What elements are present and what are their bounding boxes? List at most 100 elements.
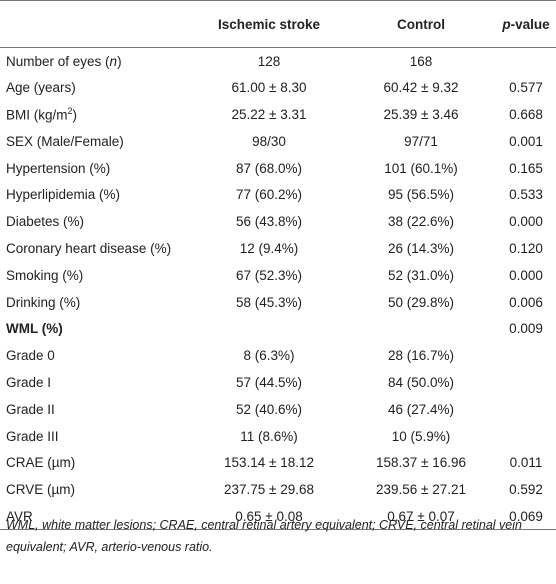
cell-text: 52 (40.6%) — [235, 401, 303, 417]
cell-text: Grade 0 — [6, 348, 55, 364]
table-cell: 0.533 — [496, 181, 556, 208]
cell-text: 0.000 — [509, 214, 543, 230]
cell-text: Hypertension (%) — [6, 160, 111, 176]
cell-text: 12 (9.4%) — [239, 240, 299, 256]
text-part: ) — [117, 53, 122, 69]
cell-text: 11 (8.6%) — [240, 428, 298, 444]
header-row: Ischemic stroke Control p-value — [0, 0, 556, 48]
table-cell: 57 (44.5%) — [192, 369, 346, 396]
row-label: Grade 0 — [0, 342, 192, 369]
text-part: n — [109, 53, 118, 69]
cell-text: 0.069 — [509, 508, 543, 524]
cell-text: 46 (27.4%) — [387, 401, 455, 417]
table-cell: 50 (29.8%) — [346, 289, 496, 316]
table-cell: 60.42 ± 9.32 — [346, 74, 496, 101]
table-cell: 0.668 — [496, 101, 556, 128]
cell-text: 52 (31.0%) — [387, 267, 455, 283]
table-cell: 128 — [192, 48, 346, 75]
table-cell: 0.120 — [496, 235, 556, 262]
table-cell: 168 — [346, 48, 496, 75]
cell-text: 57 (44.5%) — [235, 374, 303, 390]
table-cell: 101 (60.1%) — [346, 155, 496, 182]
row-label: Smoking (%) — [0, 262, 192, 289]
cell-text: CRAE (µm) — [6, 455, 76, 471]
row-label: Grade I — [0, 369, 192, 396]
table-cell: 0.65 ± 0.08 — [192, 503, 346, 530]
table-cell: 0.165 — [496, 155, 556, 182]
table-cell: 58 (45.3%) — [192, 289, 346, 316]
cell-text: 168 — [409, 53, 433, 69]
row-label: Drinking (%) — [0, 289, 192, 316]
table-row: CRAE (µm) 153.14 ± 18.12 158.37 ± 16.96 0.0… — [0, 449, 556, 476]
row-label: AVR — [0, 503, 192, 530]
table-row: Grade 0 8 (6.3%) 28 (16.7%) — [0, 342, 556, 369]
text-part: ) — [72, 107, 78, 123]
cell-text: Grade II — [6, 401, 55, 417]
row-label: CRAE (µm) — [0, 449, 192, 476]
table-cell — [192, 315, 346, 342]
cell-text: 158.37 ± 16.96 — [376, 455, 466, 471]
cell-text: 0.67 ± 0.07 — [387, 508, 455, 524]
cell-text: Smoking (%) — [6, 267, 84, 283]
table-cell: 61.00 ± 8.30 — [192, 74, 346, 101]
cell-text: 0.120 — [509, 240, 543, 256]
table-cell: 0.67 ± 0.07 — [346, 503, 496, 530]
table-cell: 239.56 ± 27.21 — [346, 476, 496, 503]
header-cell: Ischemic stroke — [192, 1, 346, 48]
cell-text: 77 (60.2%) — [235, 187, 303, 203]
table-cell: 8 (6.3%) — [192, 342, 346, 369]
text-part: p — [502, 16, 511, 32]
cell-text: 26 (14.3%) — [387, 240, 455, 256]
table-cell: 0.009 — [496, 315, 556, 342]
table-cell: 158.37 ± 16.96 — [346, 449, 496, 476]
table-cell: 0.577 — [496, 74, 556, 101]
table-cell: 26 (14.3%) — [346, 235, 496, 262]
cell-text: 60.42 ± 9.32 — [383, 80, 459, 96]
table-row: Grade I 57 (44.5%) 84 (50.0%) — [0, 369, 556, 396]
table-row: Grade II 52 (40.6%) 46 (27.4%) — [0, 396, 556, 423]
header-cell: Control — [346, 1, 496, 48]
cell-text: 0.000 — [509, 267, 543, 283]
table-cell: 67 (52.3%) — [192, 262, 346, 289]
table-cell: 25.39 ± 3.46 — [346, 101, 496, 128]
table-row: Number of eyes (n) 128 168 — [0, 48, 556, 75]
text-part: 2 — [67, 106, 73, 117]
row-label: Grade III — [0, 423, 192, 450]
table-cell: 0.001 — [496, 128, 556, 155]
table-cell: 52 (31.0%) — [346, 262, 496, 289]
table-cell: 95 (56.5%) — [346, 181, 496, 208]
cell-text: 0.577 — [509, 80, 543, 96]
cell-text: 153.14 ± 18.12 — [224, 455, 314, 471]
cell-text: 0.165 — [509, 160, 543, 176]
cell-text: AVR — [6, 508, 33, 524]
cell-text: 67 (52.3%) — [235, 267, 303, 283]
cell-text: 0.592 — [509, 482, 543, 498]
text-part: -value — [510, 16, 550, 32]
table-cell — [496, 369, 556, 396]
cell-text: WML (%) — [6, 321, 63, 337]
table-row: Hypertension (%) 87 (68.0%) 101 (60.1%) 0.1… — [0, 155, 556, 182]
table-cell: 84 (50.0%) — [346, 369, 496, 396]
cell-text: 0.533 — [509, 187, 543, 203]
table-row: Drinking (%) 58 (45.3%) 50 (29.8%) 0.006 — [0, 289, 556, 316]
table-cell: 237.75 ± 29.68 — [192, 476, 346, 503]
table-cell: 0.006 — [496, 289, 556, 316]
cell-text: 101 (60.1%) — [384, 160, 458, 176]
row-label: Grade II — [0, 396, 192, 423]
table-row: Diabetes (%) 56 (43.8%) 38 (22.6%) 0.000 — [0, 208, 556, 235]
cell-text: 0.009 — [509, 321, 543, 337]
header-cell — [0, 1, 192, 48]
table-cell: 77 (60.2%) — [192, 181, 346, 208]
table-row: Smoking (%) 67 (52.3%) 52 (31.0%) 0.000 — [0, 262, 556, 289]
cell-text: 28 (16.7%) — [387, 348, 455, 364]
table-cell: 46 (27.4%) — [346, 396, 496, 423]
table-cell: 0.000 — [496, 208, 556, 235]
data-table: Ischemic stroke Control p-value Number of … — [0, 0, 556, 530]
cell-text: 25.22 ± 3.31 — [231, 106, 307, 122]
row-label: BMI (kg/m2) — [0, 101, 192, 128]
cell-text: SEX (Male/Female) — [6, 133, 124, 149]
text-part: Number of eyes ( — [6, 53, 110, 69]
table-cell: 0.011 — [496, 449, 556, 476]
cell-text: Ischemic stroke — [217, 16, 321, 32]
